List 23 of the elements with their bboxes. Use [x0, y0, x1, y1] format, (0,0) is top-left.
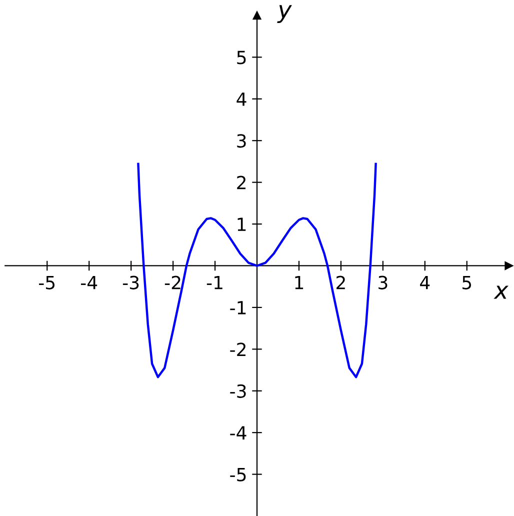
x-tick-label: -5 [39, 276, 55, 290]
x-tick-label: 4 [420, 276, 430, 290]
x-tick-label: -2 [164, 276, 180, 290]
x-tick-label: 2 [336, 276, 345, 290]
x-tick-label: 1 [295, 276, 304, 290]
y-tick-label: 1 [238, 218, 246, 231]
x-tick-label: 3 [378, 276, 388, 290]
y-tick-label: -4 [230, 426, 246, 440]
x-tick-label: -4 [80, 276, 98, 290]
x-tick-label: -3 [122, 276, 139, 290]
x-tick-label: 5 [462, 276, 472, 290]
y-tick-label: -1 [230, 301, 246, 314]
y-tick-label: -5 [230, 468, 246, 482]
line-series [137, 162, 377, 378]
x-tick-label: -1 [206, 276, 222, 290]
y-tick-label: 2 [237, 176, 246, 190]
y-tick-label: -2 [230, 342, 246, 356]
y-tick-label: 4 [236, 92, 246, 106]
y-tick-label: -3 [230, 384, 246, 398]
x-axis-title: x [494, 286, 508, 299]
y-tick-label: 3 [237, 134, 246, 148]
y-axis-title: y [277, 5, 292, 23]
y-tick-label: 5 [237, 50, 246, 64]
